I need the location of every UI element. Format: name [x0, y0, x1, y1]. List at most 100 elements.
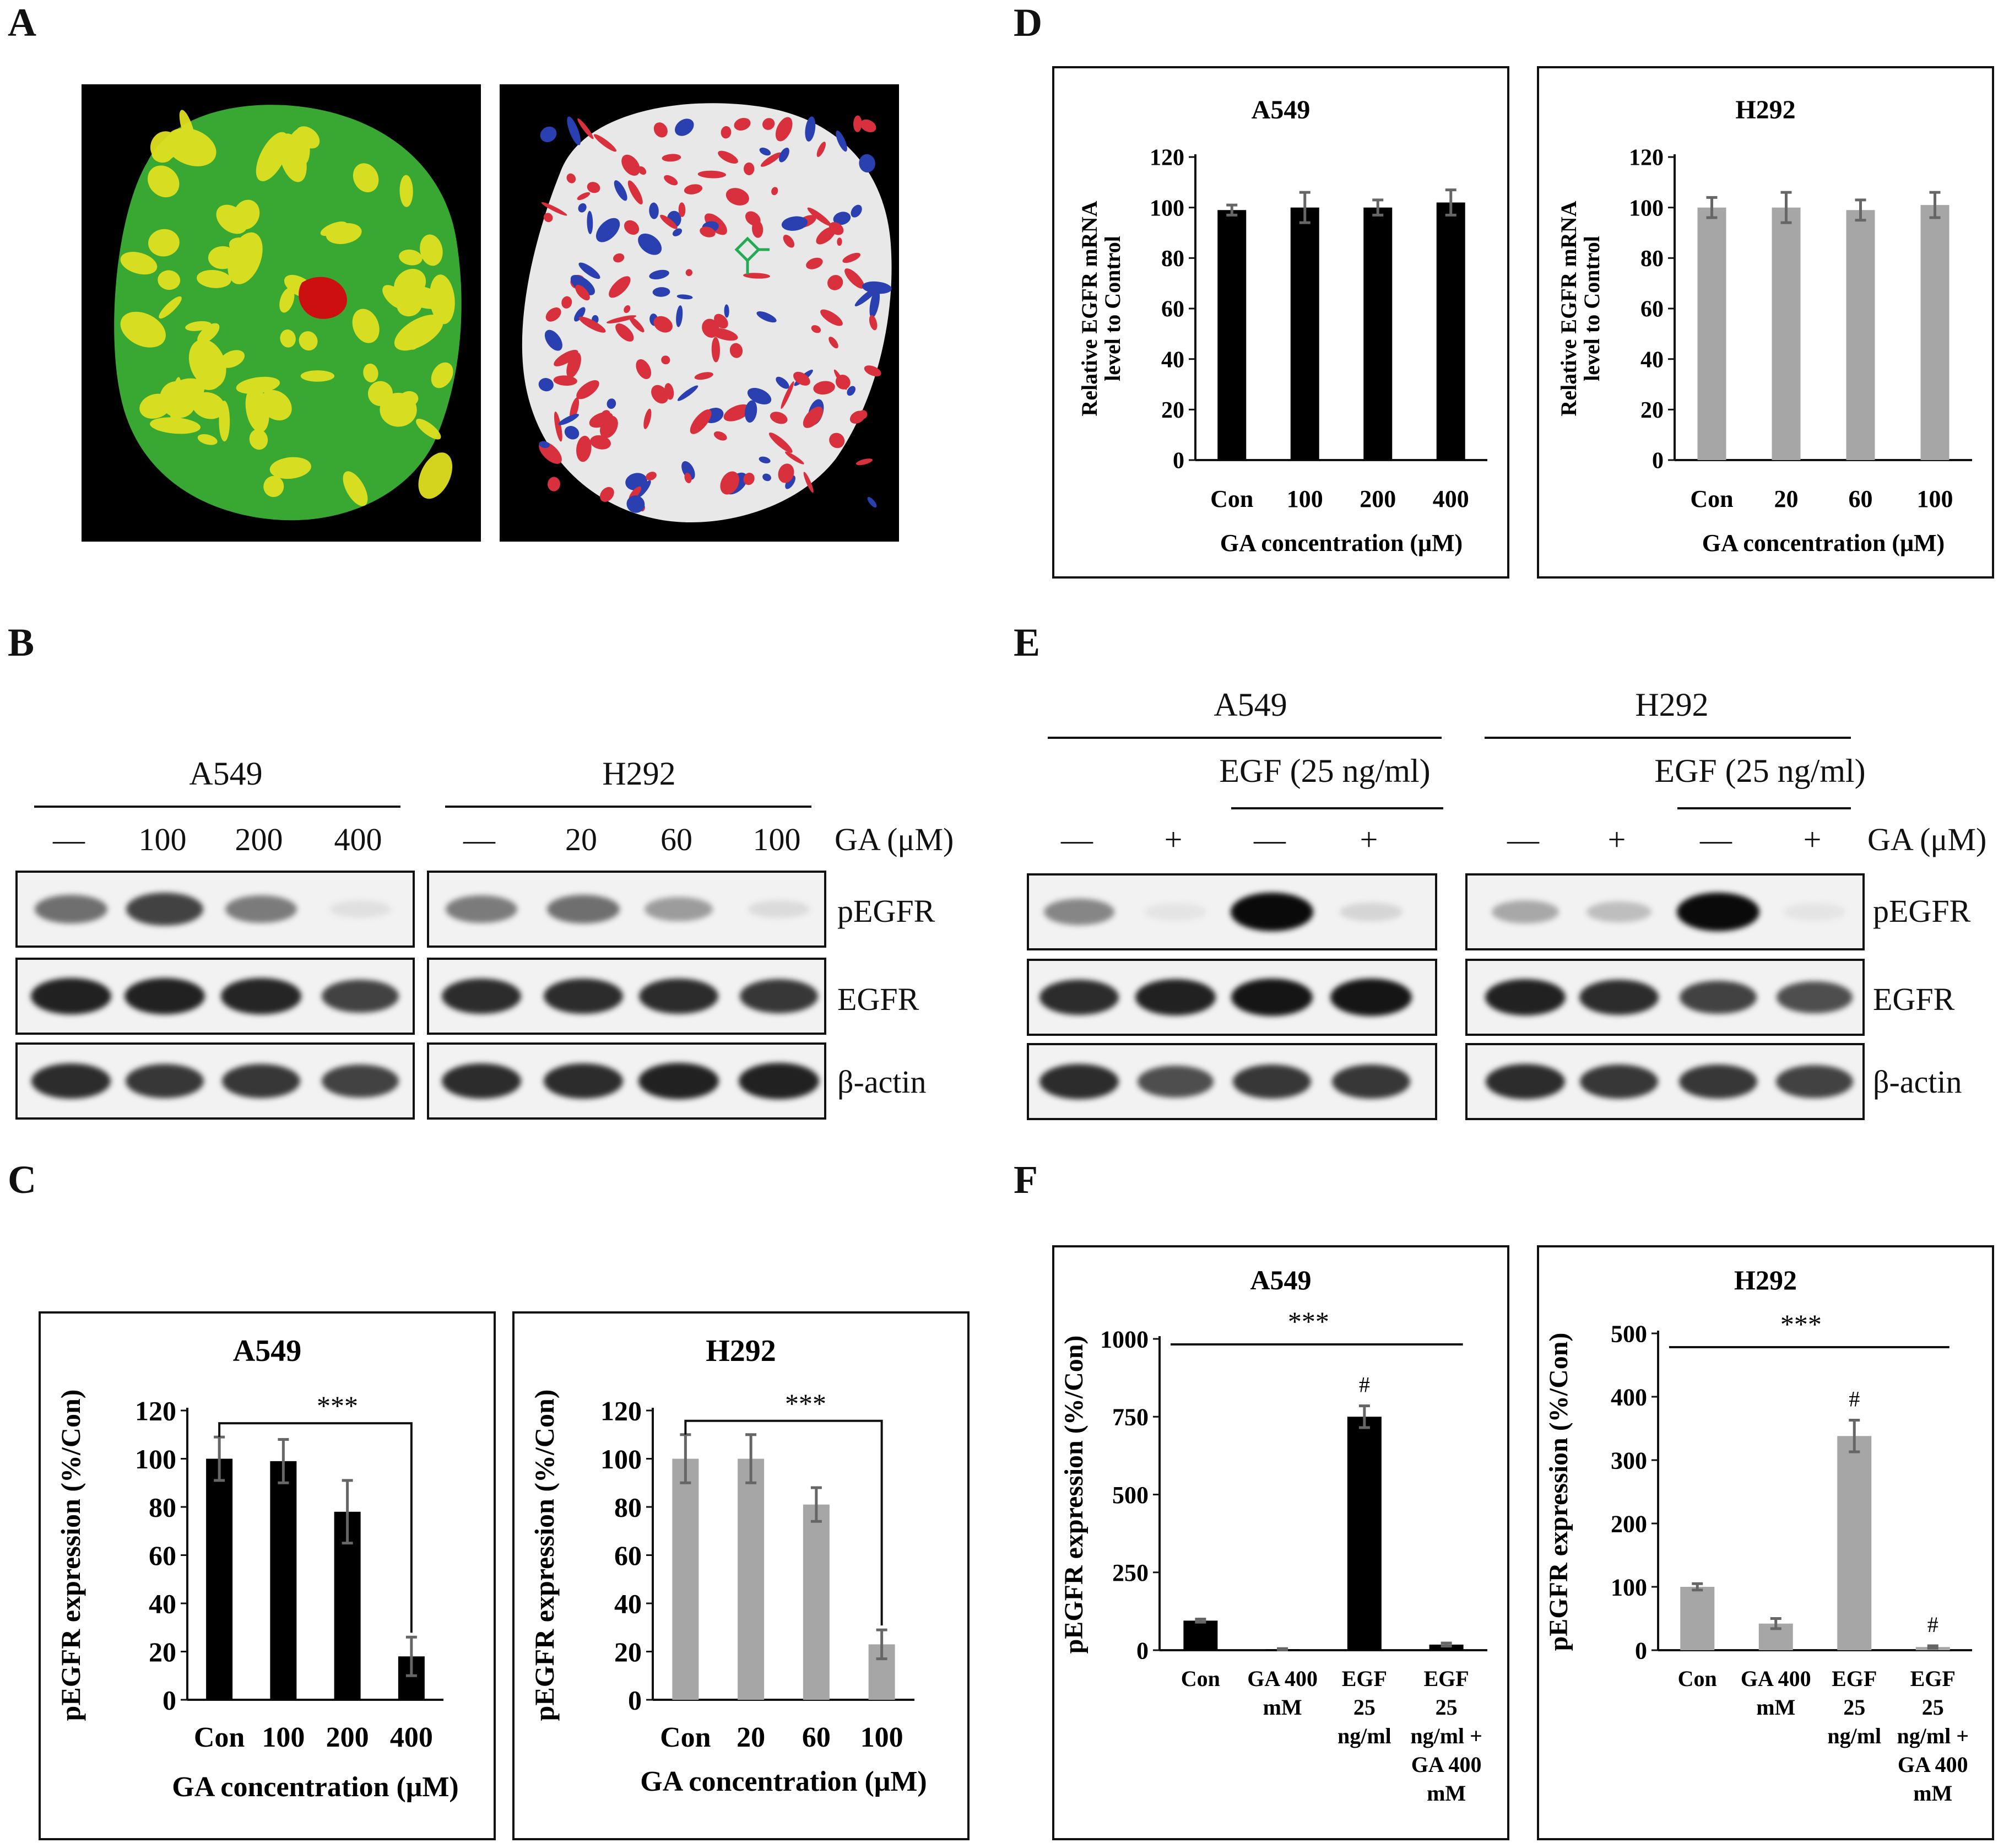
y-tick-label: 0 [1635, 1637, 1647, 1664]
y-tick-label: 120 [600, 1396, 642, 1426]
charge-patch [589, 412, 613, 428]
y-tick-label: 60 [614, 1540, 642, 1571]
charge-patch [590, 435, 611, 450]
charge-patch [676, 294, 693, 300]
charge-patch [561, 296, 572, 309]
y-tick-label: 0 [1652, 449, 1664, 474]
blot-e-egf-label-h292: EGF (25 ng/ml) [1654, 753, 1866, 789]
hydrophobic-patch [151, 145, 173, 163]
charge-patch [570, 275, 595, 295]
charge-patch [576, 380, 599, 399]
charge-patch [587, 210, 593, 234]
group-underline [445, 806, 811, 808]
group-underline [1485, 737, 1851, 739]
protein-band [31, 1063, 111, 1099]
protein-band [1680, 981, 1757, 1014]
charge-patch [700, 226, 716, 237]
category-label: Con [1690, 485, 1733, 512]
y-tick-label: 20 [614, 1636, 642, 1667]
category-label-line: EGF [1910, 1666, 1956, 1691]
blot-b-treatment-label: GA (μM) [835, 822, 954, 857]
ligand-stick-model [734, 236, 770, 274]
protein-band [1330, 979, 1412, 1016]
charge-patch [829, 433, 845, 449]
y-tick-label: 1000 [1100, 1326, 1149, 1353]
chart-frame [1537, 66, 1994, 579]
x-axis-label: GA concentration (μM) [172, 1771, 458, 1803]
significance-annotation: *** [785, 1388, 826, 1419]
panel-e-western-blot: A549 H292 EGF (25 ng/ml) EGF (25 ng/ml) … [1019, 675, 2005, 1127]
charge-patch [811, 325, 821, 333]
charge-patch [779, 147, 789, 163]
y-tick-label: 120 [135, 1396, 176, 1426]
category-label: 400 [390, 1722, 433, 1753]
charge-patch [816, 226, 836, 245]
charge-patch [653, 122, 668, 138]
hydrophobic-patch [197, 434, 218, 445]
protein-band [1492, 900, 1559, 923]
protein-band [1039, 1064, 1119, 1099]
chart-frame [512, 1311, 970, 1840]
blot-e-cell-a549: A549 [1214, 687, 1287, 723]
charge-patch [776, 376, 789, 389]
hydrophobic-patch [299, 331, 318, 351]
category-label: Con [1181, 1666, 1220, 1691]
hydrophobic-patch [300, 370, 335, 382]
y-tick-label: 40 [1640, 347, 1664, 372]
protein-band [1784, 903, 1845, 921]
blot-e-row-pegfr: pEGFR [1873, 893, 1971, 929]
charge-patch [553, 375, 577, 386]
y-tick-label: 100 [135, 1444, 176, 1474]
hydrophobic-patch [185, 321, 212, 331]
category-label: GA 400 mM [1741, 1666, 1811, 1720]
category-label-line: ng/ml [1337, 1723, 1391, 1748]
category-label-line: GA 400 [1247, 1666, 1318, 1691]
charge-patch [638, 166, 647, 175]
protein-band [322, 980, 399, 1013]
hydrophobic-patch [197, 323, 220, 344]
blot-strip [1027, 1043, 1437, 1120]
category-label: 20 [737, 1722, 765, 1753]
panel-b-western-blot: A549 H292 — 100 200 400 — 20 60 100 GA (μM) pE… [0, 738, 992, 1135]
chart-c-h292: H292 0 20 40 60 80 100 120 pEGFR expression (%/C… [512, 1311, 970, 1840]
lane-label: — [1507, 822, 1539, 857]
category-label: 200 [1360, 485, 1396, 512]
protein-band [1677, 893, 1759, 931]
category-label: Con [660, 1722, 711, 1753]
blot-e-row-egfr: EGFR [1873, 981, 1955, 1017]
hydrophobic-patch [363, 363, 378, 383]
bar [1772, 207, 1801, 460]
category-label-line: Con [1181, 1666, 1220, 1691]
charge-patch [837, 237, 842, 246]
y-tick-label: 100 [1611, 1574, 1647, 1601]
blot-strip [15, 958, 415, 1035]
bar [1846, 210, 1875, 460]
bar [270, 1461, 297, 1700]
protein-band [645, 897, 713, 921]
category-label-line: mM [1427, 1781, 1466, 1806]
category-label-line: Con [1678, 1666, 1717, 1691]
category-label-line: ng/ml + [1897, 1723, 1969, 1748]
protein-band [544, 1063, 623, 1099]
charge-patch [743, 273, 770, 279]
charge-patch [827, 275, 843, 290]
charge-patch [548, 477, 560, 491]
hydrophobic-patch [159, 296, 182, 319]
category-label: EGF 25 ng/ml [1827, 1666, 1881, 1748]
y-tick-label: 80 [1161, 246, 1184, 272]
x-axis-label: GA concentration (μM) [1220, 529, 1463, 556]
y-tick-label: 60 [1161, 297, 1184, 322]
category-label: EGF 25 ng/ml [1337, 1666, 1391, 1748]
blot-strip [427, 958, 826, 1035]
charge-patch [855, 458, 873, 466]
charge-patch [760, 152, 782, 167]
charge-patch [806, 257, 823, 269]
hydrophobic-patch [236, 376, 280, 394]
protein-band [1485, 979, 1566, 1015]
bar [1920, 205, 1950, 460]
charge-patch [554, 349, 578, 366]
charge-patch [723, 404, 751, 422]
panel-label-c: C [8, 1158, 36, 1202]
charge-patch [643, 408, 652, 429]
protein-surface-electrostatic-image [500, 84, 899, 542]
